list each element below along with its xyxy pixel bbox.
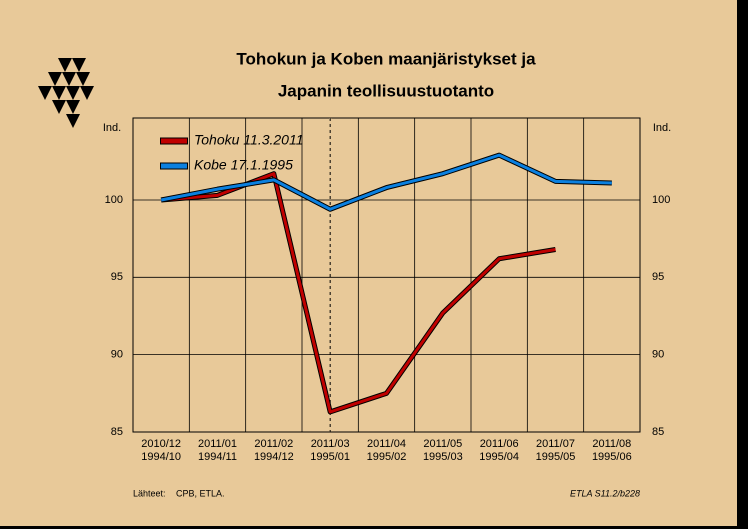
x-tick-label: 2011/05	[423, 438, 462, 450]
x-tick-label: 1995/02	[367, 451, 407, 463]
y2-axis-label: Ind.	[653, 122, 671, 134]
x-tick-label: 2010/12	[141, 438, 181, 450]
x-tick-label: 1995/03	[423, 451, 463, 463]
x-tick-label: 2011/04	[367, 438, 406, 450]
x-tick-label: 2011/03	[311, 438, 350, 450]
series-line	[161, 172, 556, 414]
x-tick-label: 1995/05	[536, 451, 576, 463]
chart-code: ETLA S11.2/b228	[570, 488, 640, 498]
y-axis-label: Ind.	[103, 122, 121, 134]
series-line	[160, 153, 612, 211]
legend-label: Kobe 17.1.1995	[194, 157, 293, 173]
y2-tick-label: 95	[652, 271, 664, 283]
background	[0, 0, 737, 526]
logo	[38, 58, 94, 128]
y2-tick-label: 90	[652, 349, 664, 361]
y-tick-label: 95	[111, 271, 123, 283]
y-tick-label: 85	[111, 426, 123, 438]
legend-label: Tohoku 11.3.2011	[194, 132, 304, 148]
sources: CPB, ETLA.	[176, 488, 225, 498]
x-tick-label: 1994/10	[141, 451, 181, 463]
x-tick-label: 1995/01	[310, 451, 350, 463]
x-tick-label: 2011/02	[254, 438, 293, 450]
x-tick-label: 2011/07	[536, 438, 575, 450]
y-tick-label: 90	[111, 349, 123, 361]
y2-tick-label: 100	[652, 194, 670, 206]
x-tick-label: 1995/04	[479, 451, 519, 463]
x-tick-label: 2011/06	[480, 438, 519, 450]
x-tick-label: 2011/08	[592, 438, 631, 450]
y-tick-label: 100	[105, 194, 123, 206]
chart-title: Tohokun ja Koben maanjäristykset ja	[236, 49, 536, 68]
x-tick-label: 2011/01	[198, 438, 237, 450]
x-tick-label: 1994/12	[254, 451, 294, 463]
x-tick-label: 1995/06	[592, 451, 632, 463]
x-tick-label: 1994/11	[198, 451, 237, 463]
y2-tick-label: 85	[652, 426, 664, 438]
sources-label: Lähteet:	[133, 488, 166, 498]
chart-title: Japanin teollisuustuotanto	[278, 81, 494, 100]
